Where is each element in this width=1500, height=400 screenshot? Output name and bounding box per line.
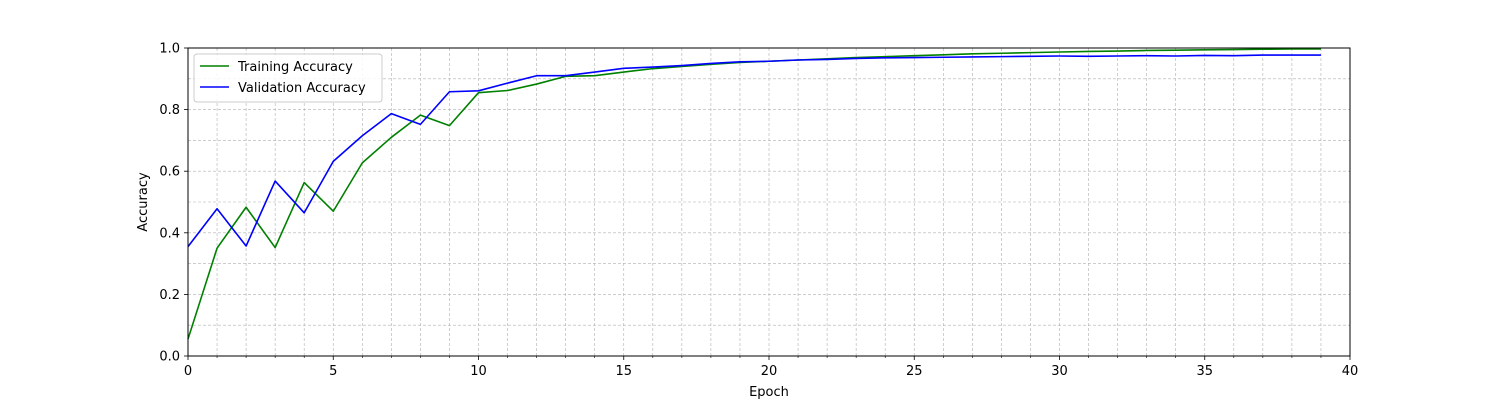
axis-ticks: 0 5 10 15 20 25 30 35 40 0.0 0.2 0.4 0.6 0.8 1.0: [159, 42, 1358, 380]
y-axis-label: Accuracy: [136, 172, 151, 232]
y-tick-label: 1.0: [159, 42, 180, 57]
validation-accuracy-line: [187, 54, 1321, 248]
x-tick-label: 35: [1196, 364, 1213, 379]
x-tick-label: 0: [184, 364, 192, 379]
x-tick-label: 20: [761, 364, 778, 379]
grid: [187, 48, 1351, 356]
x-tick-label: 10: [470, 364, 487, 379]
y-tick-label: 0.4: [159, 226, 180, 241]
legend: Training Accuracy Validation Accuracy: [193, 53, 383, 103]
y-tick-label: 0.8: [159, 103, 180, 118]
x-tick-label: 25: [906, 364, 923, 379]
y-tick-label: 0.6: [159, 165, 180, 180]
x-tick-label: 30: [1051, 364, 1068, 379]
x-tick-label: 15: [615, 364, 632, 379]
x-tick-label: 5: [329, 364, 337, 379]
y-tick-label: 0.0: [159, 350, 180, 365]
legend-label-training: Training Accuracy: [237, 60, 353, 75]
legend-label-validation: Validation Accuracy: [238, 81, 366, 96]
legend-box: [193, 53, 383, 103]
x-tick-label: 40: [1342, 364, 1359, 379]
series-layer: [187, 48, 1321, 340]
x-axis-label: Epoch: [749, 385, 789, 400]
y-tick-label: 0.2: [159, 288, 180, 303]
